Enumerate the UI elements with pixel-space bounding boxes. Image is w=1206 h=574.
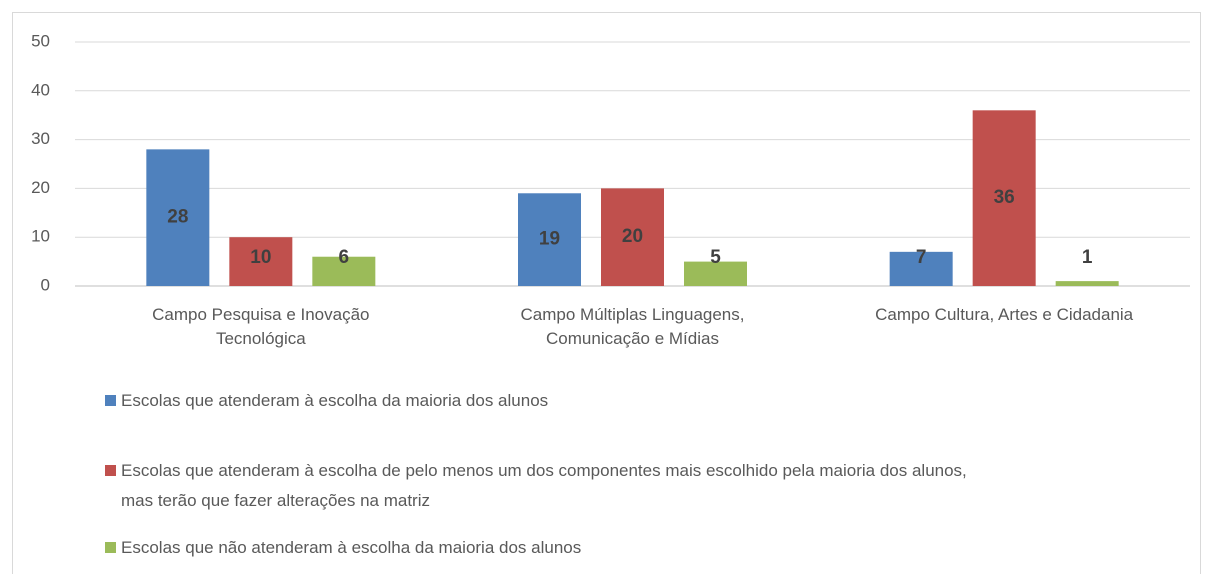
data-label: 10	[250, 247, 271, 268]
y-tick-label: 10	[31, 227, 50, 246]
legend-item: Escolas que atenderam à escolha da maior…	[105, 386, 971, 416]
legend-label: Escolas que atenderam à escolha de pelo …	[121, 461, 967, 510]
y-tick-label: 50	[31, 31, 50, 50]
data-label: 7	[916, 247, 927, 268]
legend-swatch	[105, 395, 116, 406]
bar	[1055, 281, 1119, 286]
y-tick-label: 20	[31, 178, 50, 197]
legend-label: Escolas que não atenderam à escolha da m…	[121, 538, 582, 557]
data-label: 20	[622, 226, 643, 247]
x-tick-label: Campo Cultura, Artes e Cidadania	[875, 305, 1134, 324]
bar	[684, 261, 747, 286]
bar	[312, 256, 376, 286]
legend-item: Escolas que atenderam à escolha de pelo …	[105, 456, 971, 516]
bar	[518, 193, 581, 286]
bar	[972, 110, 1036, 286]
legend-swatch	[105, 465, 116, 476]
bar	[601, 188, 664, 286]
y-tick-label: 30	[31, 129, 50, 148]
data-label: 28	[167, 207, 188, 228]
data-label: 1	[1082, 247, 1093, 268]
legend-swatch	[105, 542, 116, 553]
y-tick-label: 40	[31, 80, 50, 99]
x-tick-label: Campo Pesquisa e Inovação Tecnológica	[152, 305, 370, 348]
legend-label: Escolas que atenderam à escolha da maior…	[121, 391, 549, 410]
bar	[146, 149, 210, 286]
bar	[229, 237, 293, 286]
legend-item: Escolas que não atenderam à escolha da m…	[105, 533, 971, 563]
chart-border	[12, 12, 1201, 574]
data-label: 6	[339, 247, 350, 268]
x-tick-label: Campo Múltiplas Linguagens, Comunicação …	[520, 305, 745, 348]
data-label: 19	[539, 229, 560, 250]
bar	[889, 251, 953, 286]
y-tick-label: 0	[41, 275, 50, 294]
data-label: 5	[710, 247, 721, 268]
data-label: 36	[994, 187, 1015, 208]
